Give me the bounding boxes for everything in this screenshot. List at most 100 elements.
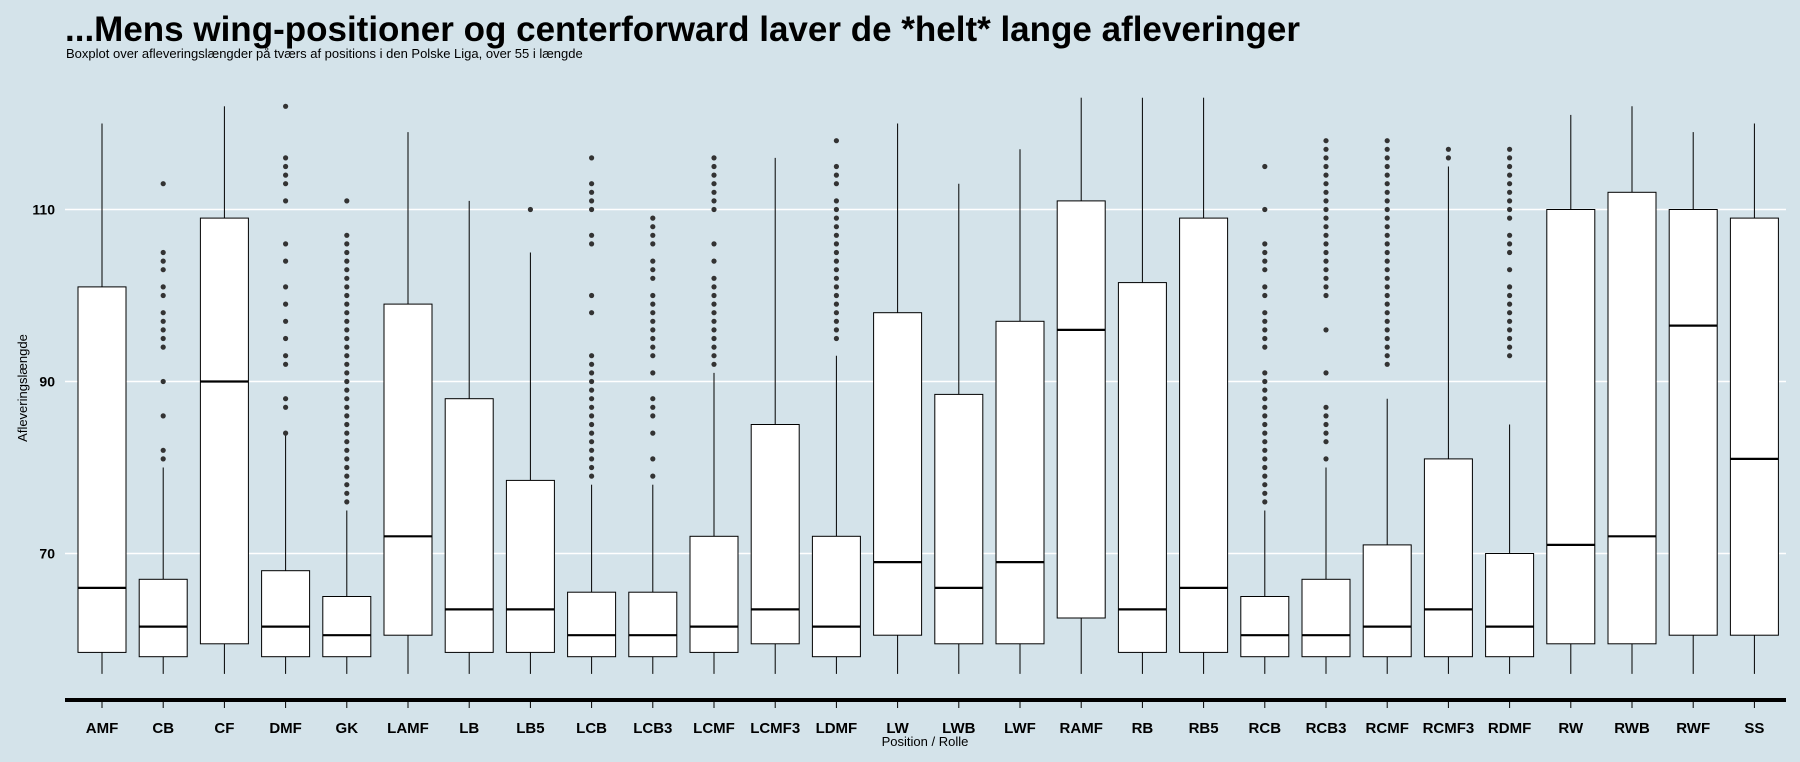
outlier-point: [283, 241, 289, 247]
x-tick-label: RCMF: [1366, 720, 1409, 737]
outlier-point: [833, 258, 840, 264]
outlier-point: [833, 310, 840, 316]
outlier-point: [1384, 198, 1390, 204]
box-rb5: [1179, 97, 1229, 674]
outlier-point: [160, 413, 166, 419]
box-rw: [1546, 114, 1596, 674]
outlier-point: [711, 301, 717, 307]
outlier-point: [650, 224, 656, 230]
outlier-point: [283, 301, 289, 307]
outlier-point: [1323, 189, 1329, 195]
outlier-point: [344, 361, 350, 367]
x-tick-label: AMF: [86, 720, 119, 737]
x-tick-label: RCMF3: [1423, 720, 1475, 737]
outlier-point: [650, 370, 656, 376]
box-rcmf3: [1423, 146, 1473, 674]
outlier-point: [833, 327, 840, 333]
box-cb: [138, 181, 188, 674]
outlier-point: [1445, 155, 1451, 161]
outlier-point: [1507, 163, 1513, 170]
outlier-point: [1262, 447, 1268, 453]
outlier-point: [1323, 198, 1329, 204]
box-rwb: [1607, 106, 1657, 674]
outlier-point: [589, 404, 595, 410]
chart-title: ...Mens wing-positioner og centerforward…: [65, 10, 1301, 49]
outlier-point: [1323, 275, 1329, 281]
outlier-point: [833, 224, 840, 230]
outlier-point: [283, 181, 289, 187]
outlier-point: [1507, 232, 1513, 238]
outlier-point: [1262, 310, 1268, 316]
outlier-point: [1384, 224, 1390, 230]
x-tick-label: RCB3: [1306, 720, 1347, 737]
outlier-point: [1323, 181, 1329, 187]
box-iqr: [873, 312, 923, 636]
outlier-point: [283, 361, 289, 367]
outlier-point: [160, 335, 166, 342]
outlier-point: [1384, 138, 1390, 144]
outlier-point: [1262, 344, 1268, 350]
outlier-point: [344, 232, 350, 238]
outlier-point: [1507, 335, 1513, 342]
outlier-point: [711, 361, 717, 367]
box-lw: [873, 123, 923, 674]
outlier-point: [589, 370, 595, 376]
outlier-point: [833, 232, 840, 238]
outlier-point: [1384, 275, 1390, 281]
outlier-point: [1384, 232, 1390, 238]
outlier-point: [833, 163, 840, 170]
box-iqr: [628, 591, 678, 658]
x-tick-label: LCB: [576, 720, 607, 737]
box-iqr: [1362, 544, 1412, 658]
box-dmf: [261, 103, 311, 674]
outlier-point: [1507, 267, 1513, 273]
outlier-point: [589, 439, 595, 445]
outlier-point: [1384, 335, 1390, 342]
box-lcb: [567, 155, 617, 674]
outlier-point: [283, 335, 289, 342]
outlier-point: [344, 267, 350, 273]
outlier-point: [1384, 189, 1390, 195]
axis-ticks: 70 90 110 AMF CB CF DMF GK LAMF LB LB5 LCB LCB3 LCMF L…: [32, 202, 1764, 738]
x-tick-label: SS: [1744, 720, 1764, 737]
box-amf: [77, 123, 127, 674]
outlier-point: [1384, 215, 1390, 221]
outlier-point: [1507, 310, 1513, 316]
outlier-point: [1262, 318, 1268, 324]
outlier-point: [589, 353, 595, 359]
outlier-point: [1262, 378, 1268, 385]
outlier-point: [1262, 327, 1268, 333]
outlier-point: [1262, 421, 1268, 428]
outlier-point: [160, 284, 166, 290]
outlier-point: [1384, 353, 1390, 359]
x-tick-label: LDMF: [816, 720, 858, 737]
box-iqr: [1668, 209, 1718, 636]
outlier-point: [1323, 404, 1329, 410]
outlier-point: [1507, 344, 1513, 350]
outlier-point: [344, 198, 350, 204]
outlier-point: [1384, 241, 1390, 247]
x-tick-label: CF: [214, 720, 234, 737]
x-tick-label: RB: [1132, 720, 1154, 737]
box-iqr: [1240, 596, 1290, 658]
outlier-point: [650, 344, 656, 350]
outlier-point: [589, 181, 595, 187]
x-tick-label: LB5: [516, 720, 544, 737]
box-iqr: [1117, 282, 1167, 653]
outlier-point: [711, 155, 717, 161]
outlier-point: [1323, 241, 1329, 247]
outlier-point: [1262, 456, 1268, 462]
box-rcmf: [1362, 138, 1412, 674]
outlier-point: [1323, 292, 1329, 299]
y-tick-label: 70: [39, 546, 55, 562]
x-tick-label: RB5: [1189, 720, 1219, 737]
outlier-point: [650, 301, 656, 307]
outlier-point: [833, 335, 840, 342]
outlier-point: [344, 499, 350, 505]
box-lwf: [995, 149, 1045, 674]
outlier-point: [711, 181, 717, 187]
outlier-point: [589, 378, 595, 385]
outlier-point: [160, 310, 166, 316]
outlier-point: [1323, 267, 1329, 273]
outlier-point: [711, 275, 717, 281]
